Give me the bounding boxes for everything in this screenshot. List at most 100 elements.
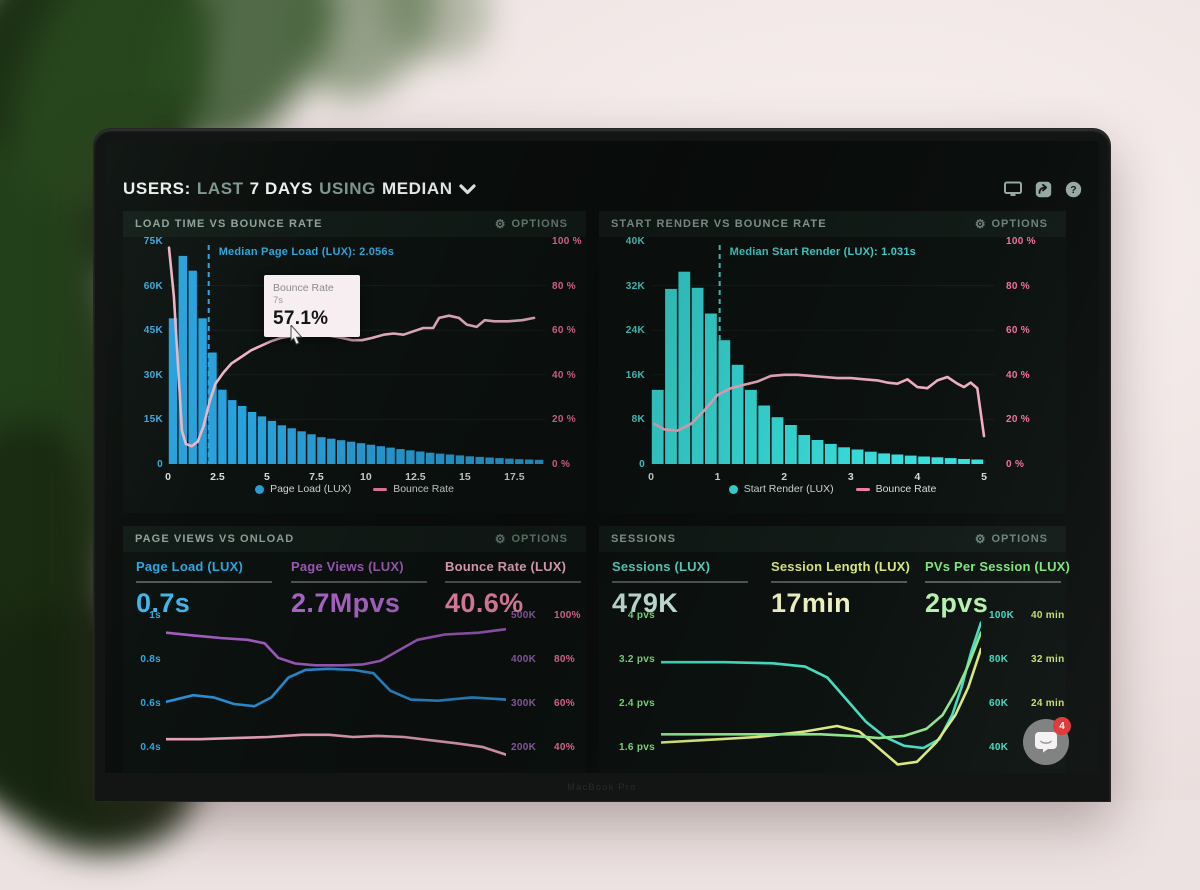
metric-label: Page Load (LUX) bbox=[136, 559, 244, 574]
x-tick-label: 1 bbox=[714, 471, 721, 483]
histogram-bars bbox=[651, 271, 984, 464]
axis-label: 60K bbox=[989, 698, 1009, 709]
metric-value: 2pvs bbox=[925, 588, 989, 618]
axis-label: 0.4s bbox=[140, 742, 161, 753]
metric-label: Sessions (LUX) bbox=[612, 559, 711, 574]
axis-label: 20 % bbox=[1006, 414, 1030, 426]
page-load-line bbox=[166, 667, 506, 708]
tooltip-value: 57.1% bbox=[273, 308, 329, 329]
bezel-label: MacBook Pro bbox=[567, 782, 637, 792]
axis-label: 0.8s bbox=[140, 654, 161, 665]
axis-label: 400K bbox=[511, 654, 537, 665]
page-views-line bbox=[166, 627, 506, 667]
help-icon[interactable]: ? bbox=[1063, 180, 1083, 198]
title-part: 7 DAYS bbox=[249, 179, 314, 198]
options-button[interactable]: ⚙ OPTIONS bbox=[489, 217, 574, 231]
gear-icon: ⚙ bbox=[974, 217, 987, 231]
gear-icon: ⚙ bbox=[494, 532, 507, 546]
metric-value: 0.7s bbox=[136, 588, 191, 618]
users-filter-dropdown[interactable]: USERS: LAST 7 DAYS USING MEDIAN bbox=[123, 179, 476, 199]
legend-item[interactable]: Page Load (LUX) bbox=[255, 483, 351, 495]
legend-label: Start Render (LUX) bbox=[743, 483, 834, 495]
axis-label: 40K bbox=[625, 236, 645, 247]
metric-underline bbox=[291, 581, 427, 583]
axis-label: 45K bbox=[143, 325, 163, 337]
options-button[interactable]: ⚙ OPTIONS bbox=[489, 532, 574, 546]
axis-label: 500K bbox=[511, 610, 537, 621]
panel-titlebar: PAGE VIEWS VS ONLOAD ⚙ OPTIONS bbox=[123, 526, 586, 552]
x-tick-label: 2.5 bbox=[210, 471, 225, 483]
chart-legend: Start Render (LUX) Bounce Rate bbox=[599, 483, 1066, 495]
options-button[interactable]: ⚙ OPTIONS bbox=[969, 532, 1054, 546]
axis-label: 0 bbox=[157, 459, 163, 470]
axis-label: 40 min bbox=[1031, 610, 1065, 621]
metric-label: PVs Per Session (LUX) bbox=[925, 559, 1071, 574]
page-views-vs-onload-chart[interactable] bbox=[166, 610, 506, 773]
panel-title: LOAD TIME VS BOUNCE RATE bbox=[135, 218, 323, 230]
options-label: OPTIONS bbox=[991, 218, 1048, 230]
metric-sessions: Sessions (LUX) 479K bbox=[612, 559, 762, 619]
axis-label: 0 % bbox=[1006, 459, 1025, 470]
legend-item[interactable]: Bounce Rate bbox=[855, 483, 937, 495]
x-tick-label: 10 bbox=[360, 471, 372, 483]
gear-icon: ⚙ bbox=[974, 532, 987, 546]
axis-label: 0 % bbox=[552, 459, 571, 470]
legend-dot-icon bbox=[728, 484, 738, 494]
load-time-vs-bounce-chart[interactable] bbox=[167, 241, 546, 464]
mouse-cursor-icon bbox=[290, 323, 305, 350]
metric-value: 479K bbox=[612, 588, 679, 618]
display-icon[interactable] bbox=[1003, 180, 1023, 198]
share-icon[interactable] bbox=[1033, 180, 1053, 198]
session-length-line bbox=[661, 647, 981, 766]
dashboard-screen: USERS: LAST 7 DAYS USING MEDIAN ? bbox=[105, 141, 1099, 773]
axis-label: 8K bbox=[631, 414, 645, 426]
legend-dot-icon bbox=[255, 484, 265, 494]
metric-underline bbox=[612, 581, 748, 583]
x-tick-label: 0 bbox=[165, 471, 171, 483]
axis-label: 15K bbox=[143, 414, 163, 426]
metric-underline bbox=[136, 581, 272, 583]
panel-title: SESSIONS bbox=[611, 533, 677, 545]
axis-label: 3.2 pvs bbox=[618, 654, 655, 665]
axis-label: 100 % bbox=[1006, 236, 1036, 247]
chart-legend: Page Load (LUX) Bounce Rate bbox=[123, 483, 586, 495]
panel-load-time-vs-bounce-rate: LOAD TIME VS BOUNCE RATE ⚙ OPTIONS Bounc… bbox=[123, 211, 586, 513]
axis-label: 100 % bbox=[552, 236, 582, 247]
start-render-vs-bounce-chart[interactable] bbox=[651, 241, 994, 464]
axis-label: 100% bbox=[554, 610, 581, 621]
tooltip-x-value: 7s bbox=[273, 295, 284, 306]
x-tick-label: 15 bbox=[459, 471, 471, 483]
x-tick-label: 7.5 bbox=[309, 471, 324, 483]
panel-start-render-vs-bounce-rate: START RENDER VS BOUNCE RATE ⚙ OPTIONS 40… bbox=[599, 211, 1066, 513]
panel-titlebar: SESSIONS ⚙ OPTIONS bbox=[599, 526, 1066, 552]
title-part: USERS: bbox=[123, 179, 191, 198]
metric-underline bbox=[445, 581, 581, 583]
axis-label: 16K bbox=[625, 369, 645, 381]
x-tick-label: 5 bbox=[264, 471, 270, 483]
panel-title: START RENDER VS BOUNCE RATE bbox=[611, 218, 827, 230]
sessions-chart[interactable] bbox=[661, 610, 981, 773]
metric-label: Page Views (LUX) bbox=[291, 559, 404, 574]
axis-label: 24K bbox=[625, 325, 645, 337]
axis-label: 0.6s bbox=[140, 698, 161, 709]
axis-label: 40 % bbox=[1006, 369, 1030, 381]
x-tick-label: 2 bbox=[781, 471, 788, 483]
axis-label: 40% bbox=[554, 742, 575, 753]
chevron-down-icon bbox=[458, 183, 476, 195]
median-annotation: Median Start Render (LUX): 1.031s bbox=[729, 246, 916, 258]
axis-label: 40 % bbox=[552, 369, 576, 381]
legend-item[interactable]: Bounce Rate bbox=[373, 483, 454, 495]
options-label: OPTIONS bbox=[991, 533, 1048, 545]
axis-label: 60 % bbox=[1006, 325, 1030, 337]
chat-button[interactable]: 4 bbox=[1023, 717, 1071, 765]
legend-item[interactable]: Start Render (LUX) bbox=[728, 483, 834, 495]
legend-label: Bounce Rate bbox=[875, 483, 937, 495]
axis-label: 24 min bbox=[1031, 698, 1065, 709]
x-tick-label: 0 bbox=[648, 471, 654, 483]
axis-label: 100K bbox=[989, 610, 1015, 621]
pvs-per-session-line bbox=[661, 631, 981, 740]
x-tick-label: 3 bbox=[847, 471, 854, 483]
options-button[interactable]: ⚙ OPTIONS bbox=[969, 217, 1054, 231]
axis-label: 60 % bbox=[552, 325, 576, 337]
axis-label: 60K bbox=[143, 280, 163, 292]
